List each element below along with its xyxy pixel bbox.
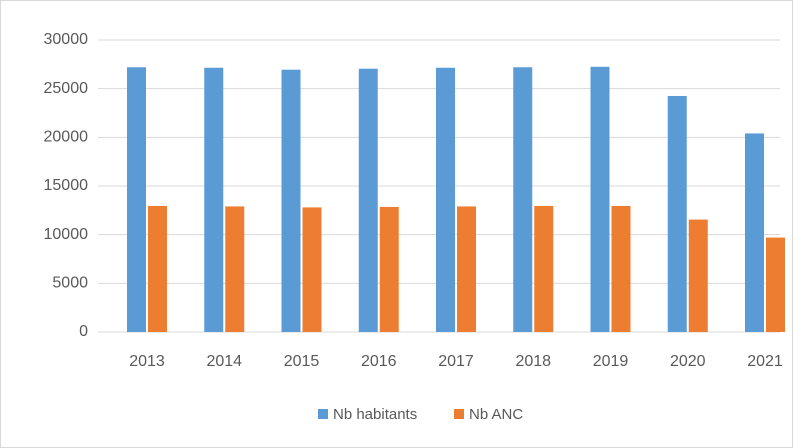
y-tick-label: 20000: [44, 129, 89, 146]
bar: [148, 205, 167, 332]
legend-swatch: [318, 409, 328, 419]
bar: [281, 69, 301, 332]
bar: [127, 67, 146, 333]
y-tick-label: 15000: [44, 177, 89, 194]
x-tick-label: 2021: [747, 353, 783, 370]
bar: [745, 133, 764, 332]
bar: [611, 205, 631, 332]
legend-label: Nb ANC: [469, 406, 523, 423]
bar: [590, 66, 610, 333]
bar: [688, 219, 708, 332]
bar: [436, 67, 455, 333]
y-tick-label: 30000: [44, 31, 89, 48]
bar: [358, 68, 378, 333]
bar: [457, 206, 476, 332]
y-tick-label: 0: [79, 323, 88, 340]
y-tick-label: 10000: [44, 226, 89, 243]
bar: [667, 95, 687, 332]
x-tick-label: 2016: [361, 353, 397, 370]
bar: [204, 67, 224, 333]
bar: [513, 67, 533, 333]
bar: [534, 205, 554, 332]
legend-label: Nb habitants: [333, 406, 417, 423]
x-tick-label: 2019: [593, 353, 629, 370]
x-tick-label: 2017: [438, 353, 474, 370]
bar: [302, 207, 322, 332]
x-tick-label: 2018: [515, 353, 551, 370]
bar: [225, 206, 245, 332]
bar: [379, 206, 399, 332]
legend-swatch: [454, 409, 464, 419]
x-tick-label: 2014: [206, 353, 242, 370]
x-tick-label: 2013: [129, 353, 165, 370]
x-tick-label: 2015: [284, 353, 320, 370]
bar: [766, 237, 785, 332]
x-tick-label: 2020: [670, 353, 706, 370]
y-tick-label: 5000: [52, 275, 88, 292]
y-tick-label: 25000: [44, 80, 89, 97]
